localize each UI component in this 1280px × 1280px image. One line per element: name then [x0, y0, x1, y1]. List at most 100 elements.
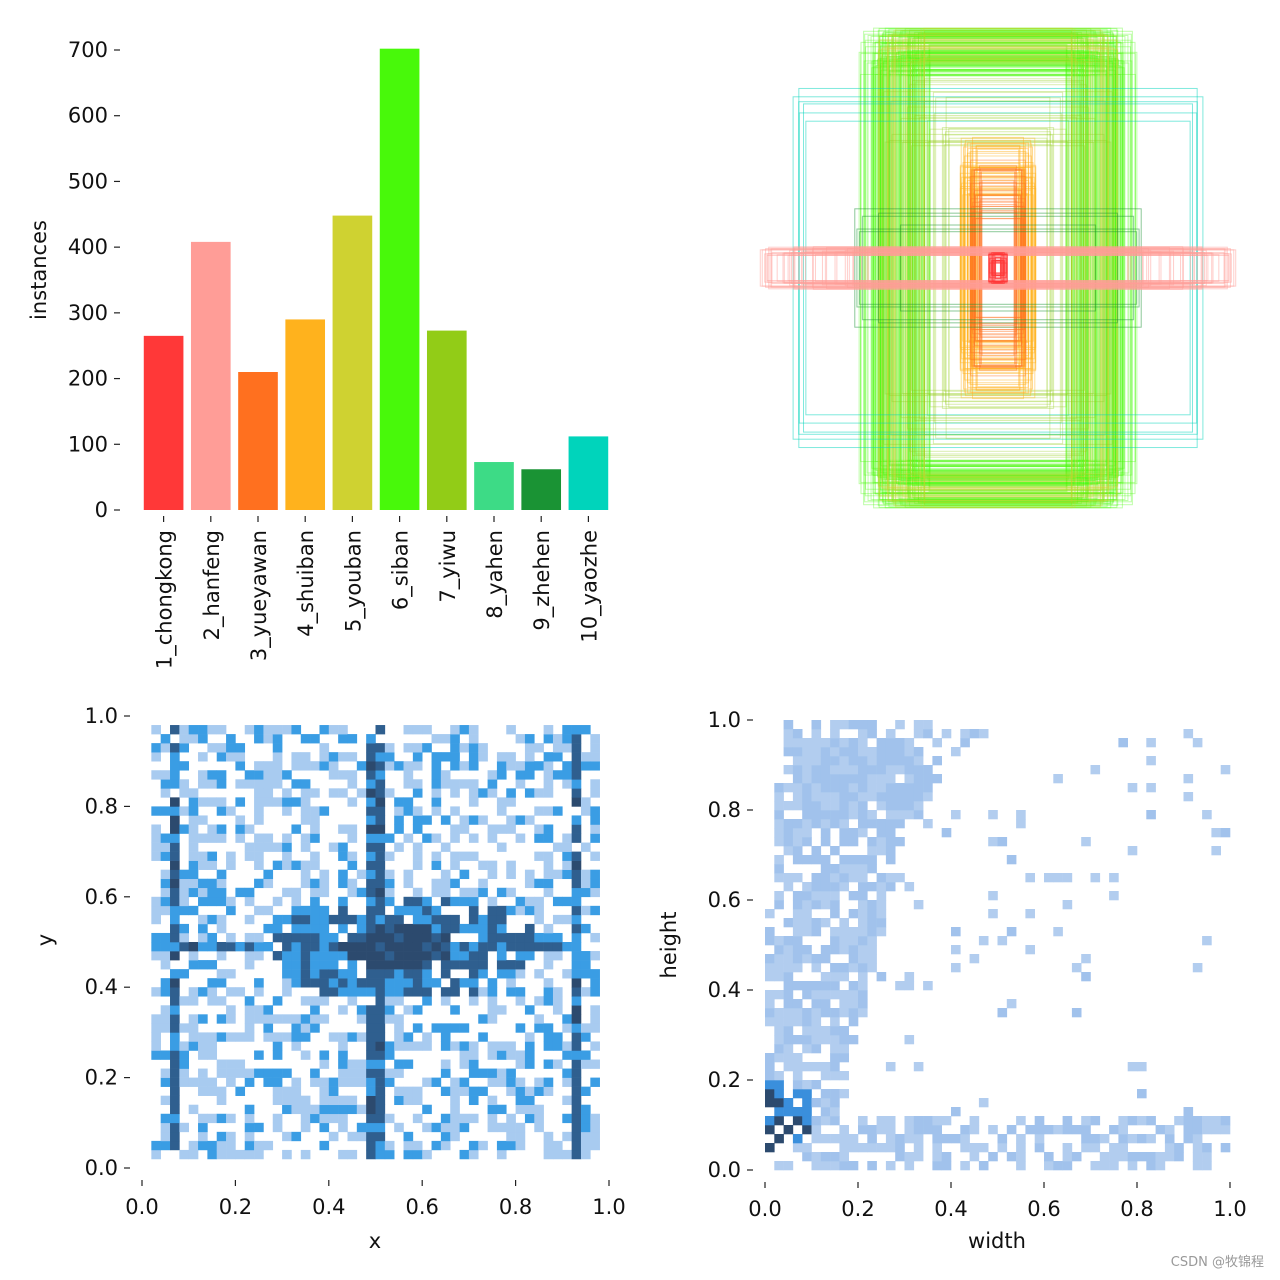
heatmap-cell: [403, 896, 414, 907]
heatmap-cell: [1034, 1143, 1045, 1153]
heatmap-cell: [375, 1023, 386, 1033]
heatmap-cell: [170, 932, 180, 943]
heatmap-cell: [375, 969, 386, 979]
heatmap-cell: [978, 729, 989, 739]
heatmap-cell: [969, 1116, 980, 1126]
heatmap-cell: [384, 1113, 395, 1124]
heatmap-cell: [366, 1059, 376, 1069]
heatmap-cell: [272, 842, 283, 852]
heatmap-cell: [244, 842, 255, 852]
heatmap-cell: [300, 842, 311, 852]
heatmap-cell: [848, 954, 859, 964]
heatmap-cell: [319, 905, 330, 916]
heatmap-cell: [1192, 1161, 1203, 1171]
heatmap-cell: [1192, 738, 1203, 748]
heatmap-cell: [440, 896, 451, 907]
heatmap-cell: [412, 905, 423, 916]
heatmap-cell: [319, 1122, 330, 1133]
heatmap-cell: [885, 1161, 896, 1171]
box-outline: [879, 58, 1117, 478]
heatmap-cell: [534, 824, 544, 834]
heatmap-cell: [310, 1023, 320, 1033]
heatmap-cell: [226, 1014, 236, 1024]
box-outline: [974, 194, 1022, 342]
heatmap-cell: [774, 792, 784, 802]
heatmap-cell: [1109, 1143, 1119, 1153]
heatmap-cell: [487, 987, 498, 997]
heatmap-cell: [170, 815, 180, 825]
heatmap-cell: [1016, 1152, 1026, 1162]
box-outline: [970, 159, 1026, 377]
heatmap-cell: [1164, 1125, 1175, 1135]
heatmap-cell: [179, 1050, 189, 1060]
heatmap-cell: [932, 1152, 942, 1162]
heatmap-cell: [188, 851, 199, 861]
heatmap-cell: [356, 1104, 367, 1115]
heatmap-cell: [291, 1095, 302, 1106]
heatmap-cell: [802, 1125, 812, 1135]
x-tick-label: 0.0: [748, 1197, 781, 1221]
heatmap-cell: [783, 783, 794, 793]
heatmap-cell: [450, 761, 460, 771]
heatmap-cell: [830, 801, 840, 811]
heatmap-cell: [170, 851, 180, 861]
heatmap-cell: [291, 960, 302, 970]
heatmap-cell: [820, 1008, 831, 1018]
heatmap-cell: [839, 972, 849, 982]
heatmap-cell: [571, 923, 582, 934]
heatmap-cell: [820, 882, 831, 892]
box-outline: [935, 97, 1061, 439]
heatmap-cell: [170, 869, 180, 880]
heatmap-cell: [802, 855, 812, 865]
heatmap-cell: [170, 1014, 180, 1024]
heatmap-cell: [792, 1053, 803, 1063]
heatmap-cell: [830, 747, 840, 757]
heatmap-cell: [375, 996, 386, 1006]
heatmap-cell: [858, 936, 868, 946]
heatmap-cell: [562, 833, 572, 843]
heatmap-cell: [839, 882, 849, 892]
heatmap-cell: [254, 905, 264, 916]
heatmap-cell: [366, 951, 376, 961]
heatmap-cell: [347, 824, 358, 834]
heatmap-cell: [524, 905, 535, 916]
heatmap-cell: [774, 873, 784, 883]
box-outline: [863, 30, 1133, 506]
heatmap-cell: [839, 720, 849, 730]
heatmap-cell: [310, 851, 320, 861]
heatmap-cell: [848, 1035, 859, 1045]
heatmap-cell: [783, 1107, 794, 1117]
heatmap-cell: [923, 720, 933, 730]
heatmap-cell: [830, 1053, 840, 1063]
heatmap-cell: [338, 1041, 348, 1051]
heatmap-cell: [580, 987, 591, 997]
heatmap-cell: [170, 806, 180, 816]
heatmap-cell: [867, 774, 877, 784]
heatmap-cell: [885, 873, 896, 883]
heatmap-cell: [170, 761, 180, 771]
heatmap-cell: [338, 969, 348, 979]
heatmap-cell: [160, 987, 171, 997]
heatmap-cell: [151, 851, 161, 861]
heatmap-cell: [272, 951, 283, 961]
heatmap-cell: [811, 1044, 822, 1054]
box-outline: [881, 54, 1115, 482]
heatmap-cell: [244, 932, 255, 943]
heatmap-cell: [375, 896, 386, 907]
heatmap-cell: [867, 810, 877, 820]
heatmap-cell: [820, 819, 831, 829]
box-outline: [903, 51, 1093, 485]
heatmap-cell: [895, 873, 905, 883]
heatmap-cell: [941, 1161, 952, 1171]
heatmap-cell: [848, 945, 859, 955]
box-outline: [905, 46, 1091, 490]
heatmap-cell: [1183, 729, 1194, 739]
heatmap-cell: [848, 765, 859, 775]
box-outline: [912, 40, 1084, 496]
heatmap-cell: [235, 743, 246, 753]
heatmap-cell: [858, 945, 868, 955]
heatmap-cell: [403, 1086, 414, 1096]
heatmap-cell: [580, 923, 591, 934]
heatmap-cell: [839, 927, 849, 937]
box-outline: [894, 54, 1102, 482]
